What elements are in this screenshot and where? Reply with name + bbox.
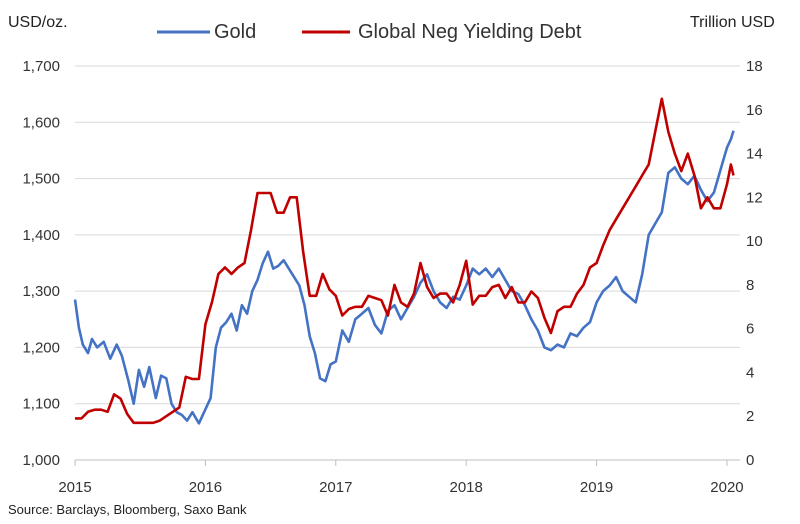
- source-note: Source: Barclays, Bloomberg, Saxo Bank: [8, 502, 247, 517]
- legend: Gold Global Neg Yielding Debt: [157, 21, 582, 43]
- grid-lines: [75, 65, 740, 405]
- right-tick-label: 14: [746, 146, 763, 163]
- x-tick-label: 2017: [319, 479, 352, 496]
- left-tick-label: 1,600: [22, 114, 60, 131]
- left-tick-label: 1,400: [22, 227, 60, 244]
- tick-labels: 1,000 1,100 1,200 1,300 1,400 1,500 1,600 1,700…: [22, 58, 762, 496]
- left-tick-label: 1,300: [22, 283, 60, 300]
- right-tick-label: 10: [746, 233, 763, 250]
- left-tick-label: 1,000: [22, 452, 60, 469]
- left-tick-label: 1,700: [22, 58, 60, 75]
- right-tick-label: 4: [746, 364, 754, 381]
- right-tick-label: 12: [746, 189, 763, 206]
- series-line-gold: [73, 130, 735, 425]
- right-tick-label: 6: [746, 321, 754, 338]
- x-tick-label: 2019: [580, 479, 613, 496]
- legend-label-neg-yielding-debt: Global Neg Yielding Debt: [358, 21, 582, 43]
- axes: [74, 459, 740, 466]
- left-axis-unit: USD/oz.: [8, 14, 68, 31]
- x-tick-label: 2016: [189, 479, 222, 496]
- series-lines: [73, 97, 735, 425]
- x-tick-label: 2020: [710, 479, 743, 496]
- right-tick-label: 2: [746, 408, 754, 425]
- x-tick-label: 2018: [449, 479, 482, 496]
- series-line-neg-yielding-debt: [75, 97, 735, 425]
- legend-label-gold: Gold: [214, 21, 256, 43]
- right-tick-label: 8: [746, 277, 754, 294]
- x-tick-label: 2015: [58, 479, 91, 496]
- right-tick-label: 0: [746, 452, 754, 469]
- left-tick-label: 1,500: [22, 171, 60, 188]
- left-tick-label: 1,200: [22, 339, 60, 356]
- left-tick-label: 1,100: [22, 396, 60, 413]
- right-tick-label: 18: [746, 58, 763, 75]
- right-tick-label: 16: [746, 102, 763, 119]
- right-axis-unit: Trillion USD: [690, 14, 775, 31]
